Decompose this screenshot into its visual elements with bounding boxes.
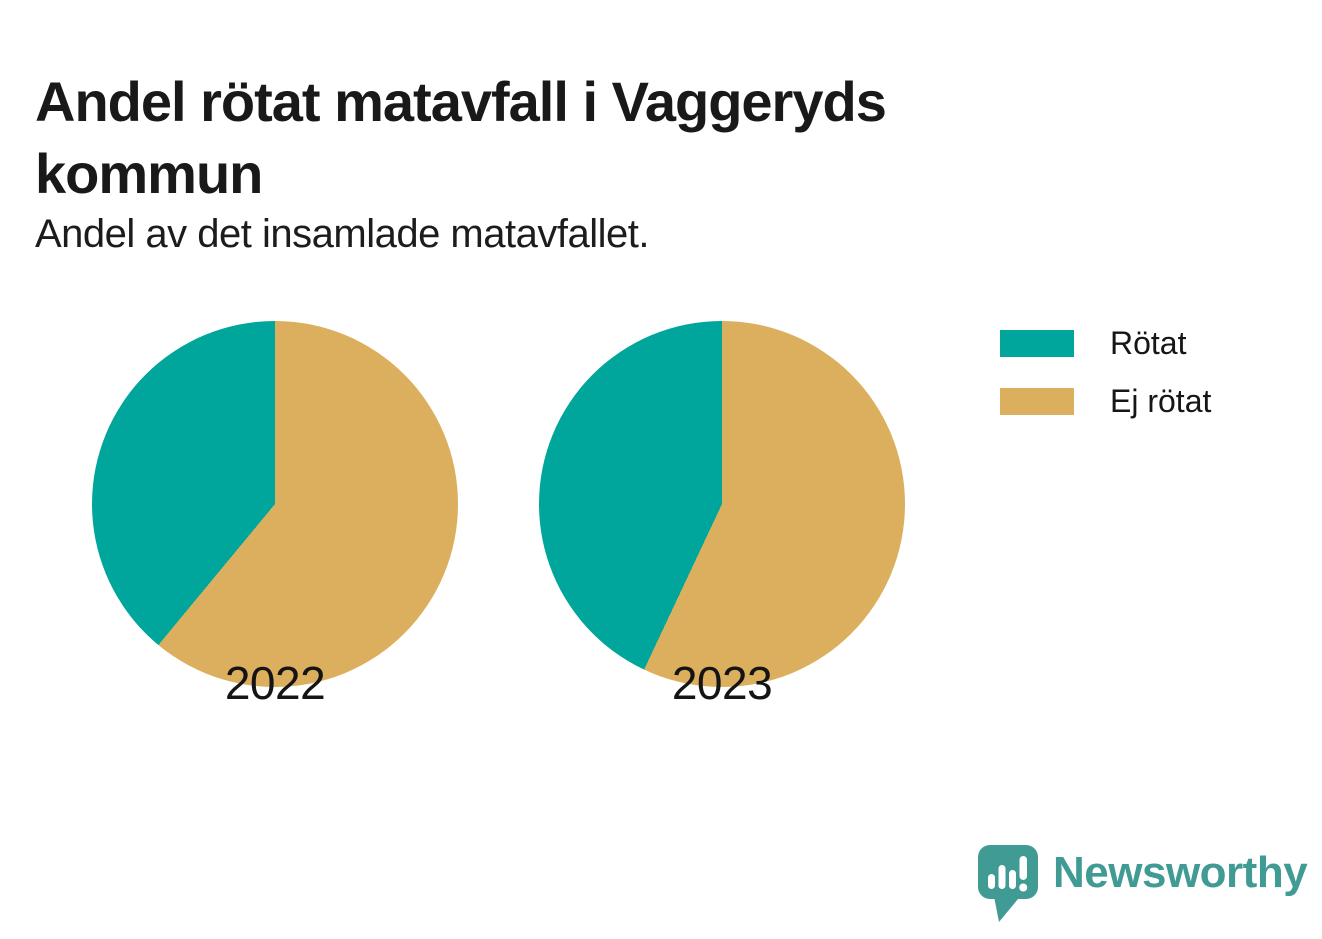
legend-item-rotat: Rötat (1000, 325, 1211, 362)
pie-chart-2023 (539, 321, 905, 687)
logo-bar-3 (1009, 870, 1016, 889)
legend-item-ej-rotat: Ej rötat (1000, 383, 1211, 420)
speech-bubble-shape (978, 845, 1038, 922)
chart-title: Andel rötat matavfall i Vaggeryds kommun (35, 66, 887, 210)
legend-swatch-rotat (1000, 330, 1074, 357)
chart-title-line-1: Andel rötat matavfall i Vaggeryds (35, 69, 887, 133)
logo-exclamation-bar (1019, 856, 1027, 880)
legend-label-ej-rotat: Ej rötat (1110, 383, 1212, 419)
legend-swatch-ej-rotat (1000, 388, 1074, 415)
pie-label-2022: 2022 (224, 657, 326, 709)
legend: Rötat Ej rötat (1000, 325, 1211, 420)
logo-bar-2 (998, 865, 1006, 889)
legend-label-rotat: Rötat (1110, 325, 1187, 361)
newsworthy-wordmark: Newsworthy (1053, 848, 1308, 897)
newsworthy-logo: Newsworthy (978, 845, 1308, 923)
pie-label-2023: 2023 (671, 657, 773, 709)
newsworthy-speech-bubble-icon (978, 845, 1038, 922)
chart-subtitle: Andel av det insamlade matavfallet. (35, 212, 649, 256)
logo-bar-1 (988, 874, 995, 889)
chart-title-line-2: kommun (35, 141, 263, 205)
logo-exclamation-dot (1019, 883, 1028, 892)
pie-chart-2022 (92, 321, 458, 687)
